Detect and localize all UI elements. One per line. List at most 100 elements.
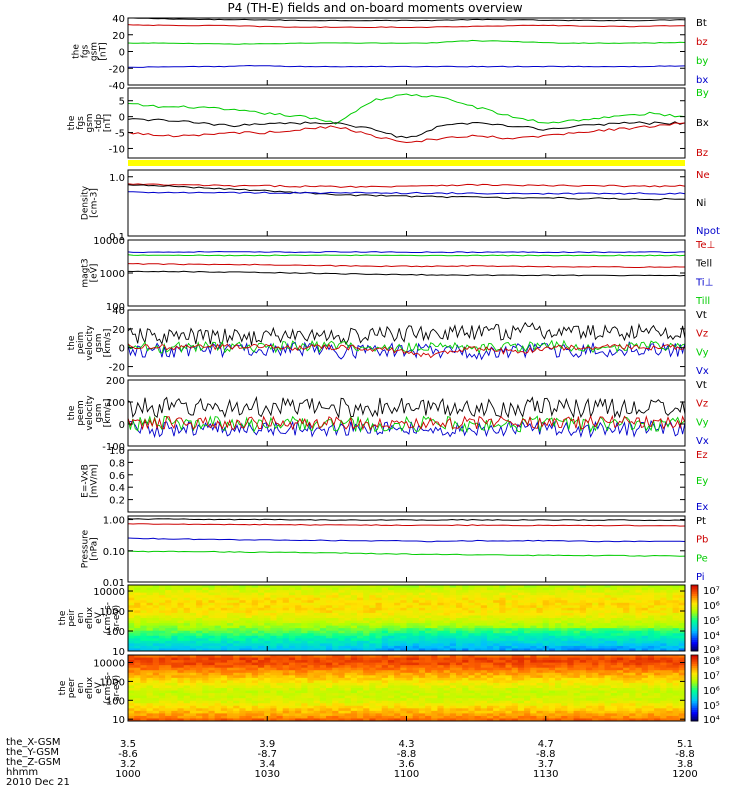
heatmap-cell [592,670,599,674]
heatmap-cell [598,655,605,658]
heatmap-cell [542,628,550,632]
heatmap-cell [449,640,457,644]
heatmap-cell [350,715,358,719]
heatmap-cell [158,713,166,717]
heatmap-cell [202,660,209,664]
heatmap-cell [356,675,364,679]
heatmap-cell [208,610,216,614]
heatmap-cell [660,612,667,616]
heatmap-cell [301,585,308,588]
heatmap-cell [264,695,271,699]
heatmap-cell [338,638,346,642]
heatmap-cell [437,705,445,709]
heatmap-cell [629,587,636,591]
heatmap-cell [567,708,574,712]
heatmap-cell [530,628,537,632]
heatmap-cell [536,710,544,714]
heatmap-cell [208,585,216,588]
heatmap-cell [449,685,457,689]
heatmap-cell [542,667,550,671]
legend-entry: Pi [696,572,705,583]
heatmap-cell [375,585,383,588]
heatmap-cell [598,610,605,614]
heatmap-cell [598,657,605,661]
heatmap-cell [499,620,506,624]
heatmap-cell [660,670,667,674]
heatmap-cell [295,677,302,681]
heatmap-cell [233,660,240,664]
heatmap-cell [468,605,475,609]
heatmap-cell [443,633,451,637]
heatmap-cell [214,672,222,676]
heatmap-cell [189,648,197,652]
heatmap-cell [276,638,284,642]
heatmap-cell [276,705,284,709]
heatmap-cell [338,693,346,697]
heatmap-cell [666,618,674,621]
heatmap-cell [666,680,674,684]
heatmap-cell [214,590,222,594]
heatmap-cell [128,682,135,686]
heatmap-cell [505,695,513,699]
heatmap-cell [511,625,519,629]
heatmap-cell [264,640,271,644]
heatmap-cell [152,635,160,639]
heatmap-cell [251,657,259,661]
heatmap-cell [406,667,414,671]
heatmap-cell [579,690,587,694]
heatmap-cell [579,635,587,639]
heatmap-cell [301,672,308,676]
heatmap-cell [369,633,376,637]
heatmap-cell [456,680,463,684]
heatmap-cell [678,718,686,722]
heatmap-cell [356,628,364,632]
heatmap-cell [264,585,271,588]
heatmap-cell [604,590,612,594]
heatmap-cell [233,623,240,627]
heatmap-cell [214,655,222,658]
legend-entry: Vt [696,310,707,321]
heatmap-cell [381,630,389,634]
heatmap-cell [270,595,277,599]
heatmap-cell [196,595,203,599]
heatmap-cell [678,677,686,681]
heatmap-cell [363,615,370,619]
heatmap-cell [239,675,246,679]
heatmap-cell [208,660,216,664]
heatmap-cell [647,703,655,707]
heatmap-cell [183,660,191,664]
heatmap-cell [412,602,420,606]
heatmap-cell [517,700,525,704]
heatmap-cell [307,610,315,614]
heatmap-cell [555,648,562,652]
heatmap-cell [462,703,469,707]
heatmap-cell [654,670,661,674]
heatmap-cell [548,690,556,694]
heatmap-cell [146,672,154,676]
heatmap-cell [196,690,203,694]
heatmap-cell [468,610,475,614]
heatmap-cell [313,648,321,652]
heatmap-cell [672,670,680,674]
heatmap-cell [326,710,333,714]
heatmap-cell [239,657,246,661]
heatmap-cell [375,708,383,712]
heatmap-cell [468,698,475,702]
heatmap-cell [585,585,593,588]
heatmap-cell [641,645,649,649]
heatmap-cell [301,655,308,658]
heatmap-cell [555,633,562,637]
heatmap-cell [425,705,432,709]
heatmap-cell [177,648,185,652]
heatmap-cell [425,665,432,669]
heatmap-cell [313,718,321,722]
heatmap-cell [326,667,333,671]
heatmap-cell [400,587,407,591]
heatmap-cell [536,655,544,658]
heatmap-cell [462,665,469,669]
heatmap-cell [443,682,451,686]
heatmap-cell [220,633,228,637]
heatmap-cell [406,612,414,616]
heatmap-cell [140,605,147,609]
heatmap-cell [585,648,593,652]
